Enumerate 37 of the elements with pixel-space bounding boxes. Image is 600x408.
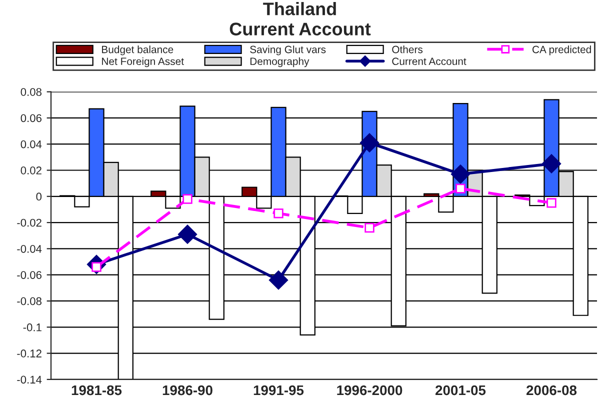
point xyxy=(268,270,288,290)
y-tick-label: 0 xyxy=(36,192,42,201)
legend-label: Budget balance xyxy=(102,46,174,56)
y-tick-label: -0.14 xyxy=(17,376,42,384)
point xyxy=(546,198,556,208)
y-tick-label: 0.06 xyxy=(20,114,42,122)
y-tick-label: -0.02 xyxy=(17,218,42,227)
legend-label: Others xyxy=(392,46,423,54)
y-tick-label: -0.08 xyxy=(17,297,42,306)
point xyxy=(182,194,192,204)
chart-subtitle: Current Account xyxy=(230,22,371,36)
legend-label: Net Foreign Asset xyxy=(102,57,184,68)
y-tick-label: -0.12 xyxy=(17,350,42,358)
point xyxy=(274,208,284,218)
x-tick-label: 1996-2000 xyxy=(337,385,402,396)
point xyxy=(364,222,374,233)
x-tick-label: 2006-08 xyxy=(526,385,577,396)
point xyxy=(360,133,380,152)
y-tick-label: -0.1 xyxy=(23,323,42,332)
y-tick-label: 0.04 xyxy=(20,140,42,148)
point xyxy=(456,184,466,194)
y-tick-label: 0.02 xyxy=(20,166,42,174)
y-tick-label: -0.06 xyxy=(17,271,42,279)
y-tick-label: -0.04 xyxy=(17,244,42,253)
x-tick-label: 1981-85 xyxy=(72,385,122,396)
point xyxy=(450,164,470,184)
legend-label: Current Account xyxy=(392,58,466,66)
y-tick-label: 0.08 xyxy=(20,88,42,96)
legend-label: Saving Glut vars xyxy=(250,46,326,56)
x-tick-label: 1986-90 xyxy=(162,385,212,396)
x-tick-label: 1991-95 xyxy=(254,385,304,396)
point xyxy=(178,224,198,244)
x-tick-label: 2001-05 xyxy=(436,385,486,396)
point xyxy=(542,154,562,174)
chart-title: Thailand xyxy=(263,2,336,16)
legend-label: CA predicted xyxy=(532,46,591,56)
legend-label: Demography xyxy=(250,57,310,68)
